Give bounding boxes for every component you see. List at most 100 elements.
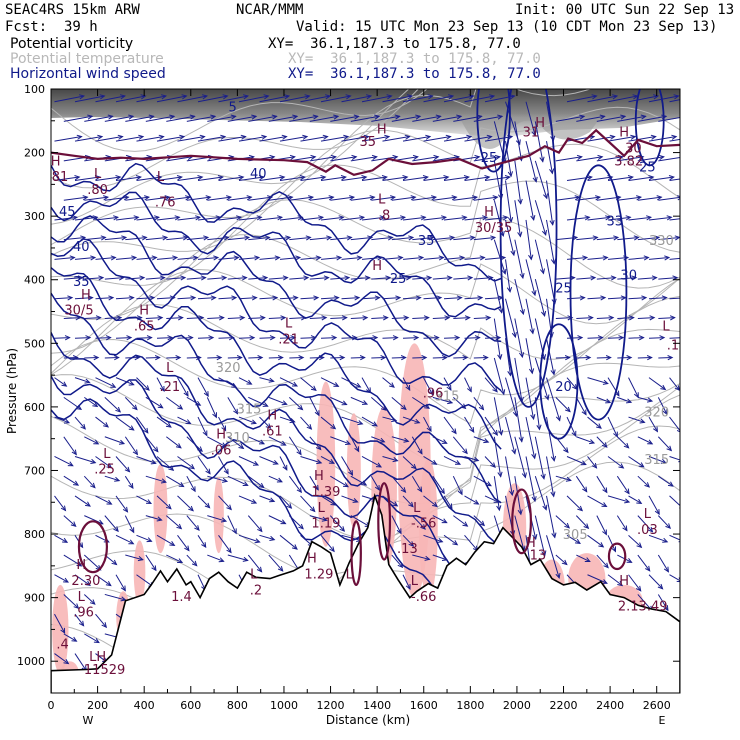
wind-vector-head (645, 565, 651, 572)
wind-vector (54, 297, 73, 300)
wind-speed-contour-loop (539, 323, 579, 440)
wind-vector-head (431, 195, 438, 201)
wind-vector-head (403, 315, 410, 321)
valid-time: Valid: 15 UTC Mon 23 Sep 13 (10 CDT Mon … (296, 19, 718, 35)
wind-vector-head (140, 94, 147, 100)
contour-label: .2 (250, 584, 262, 599)
wind-vector-head (291, 544, 298, 550)
wind-vector-head (113, 355, 120, 361)
wind-vector-head (238, 443, 245, 450)
wind-vector (166, 436, 182, 449)
wind-vector-head (228, 335, 235, 341)
wind-vector (95, 495, 112, 505)
contour-label: 20 (555, 380, 572, 395)
contour-label: 315 (237, 402, 262, 417)
wind-vector-head (92, 215, 99, 221)
wind-vector-head (497, 471, 503, 478)
contour-label: .13 (397, 542, 418, 557)
wind-speed-contour-line (51, 375, 502, 574)
wind-vector (63, 594, 79, 609)
wind-vector (628, 257, 649, 260)
wind-vector-head (679, 335, 680, 340)
wind-vector-head (71, 449, 77, 456)
wind-vector (525, 338, 533, 374)
wind-vector-head (303, 275, 310, 281)
wind-vector (596, 277, 616, 280)
wind-vector-head (123, 195, 130, 201)
wind-vector (104, 593, 126, 601)
x-tick-label: 1800 (456, 699, 484, 712)
wind-vector (63, 475, 79, 486)
wind-vector (443, 257, 465, 260)
wind-vector-head (544, 394, 550, 401)
wind-vector-head (589, 439, 596, 445)
wind-vector (525, 141, 537, 182)
wind-vector (320, 377, 339, 387)
model-title: SEAC4RS 15km ARW (5, 2, 140, 18)
wind-vector-head (326, 235, 333, 241)
wind-vector (145, 554, 157, 571)
wind-vector-head (340, 175, 347, 181)
wind-vector (637, 515, 653, 533)
wind-vector-head (246, 195, 253, 201)
wind-vector-head (151, 255, 158, 261)
wind-vector (63, 515, 76, 527)
wind-vector (423, 216, 446, 221)
wind-vector (464, 534, 479, 551)
wind-vector (423, 176, 449, 182)
wind-vector-head (280, 440, 287, 446)
wind-vector-head (417, 486, 423, 493)
wind-vector-head (103, 195, 110, 201)
wind-vector (279, 257, 301, 260)
wind-vector-head (252, 460, 260, 466)
wind-vector (371, 196, 395, 201)
wind-vector (166, 475, 184, 487)
wind-vector-head (651, 275, 658, 281)
wind-vector-head (519, 272, 525, 280)
wind-vector (566, 95, 597, 103)
wind-vector-head (479, 520, 486, 527)
wind-vector (607, 456, 624, 469)
field-name-theta: Potential temperature (10, 51, 164, 67)
wind-vector-head (351, 154, 358, 161)
wind-vector (166, 396, 183, 410)
wind-vector-head (605, 398, 612, 404)
wind-vector-head (100, 235, 107, 241)
wind-vector (648, 416, 658, 432)
wind-vector (54, 136, 82, 142)
wind-vector-head (400, 355, 407, 361)
wind-vector (493, 476, 500, 511)
x-tick-label: 1200 (317, 699, 345, 712)
wind-vector-head (587, 315, 594, 321)
wind-vector (74, 216, 98, 221)
wind-vector-head (359, 355, 366, 361)
contour-label: .61 (262, 425, 283, 440)
wind-vector-head (90, 255, 97, 261)
wind-vector-head (652, 94, 660, 100)
wind-vector (382, 377, 395, 388)
wind-vector-head (531, 453, 537, 460)
wind-vector (268, 475, 283, 483)
wind-vector-head (359, 215, 366, 221)
wind-vector (330, 396, 347, 406)
wind-vector (370, 396, 387, 411)
wind-vector (136, 456, 156, 464)
wind-vector-head (324, 94, 332, 100)
wind-vector (95, 337, 111, 339)
wind-vector-head (402, 175, 409, 181)
wind-vector-head (118, 275, 125, 281)
wind-vector (453, 115, 482, 122)
wind-vector (84, 236, 106, 241)
wind-vector-head (549, 219, 555, 226)
wind-vector (361, 297, 380, 300)
wind-vector (587, 574, 608, 584)
wind-vector (607, 216, 631, 221)
wind-vector-head (682, 115, 687, 119)
theta-contour-line (51, 143, 680, 286)
wind-vector-head (580, 460, 587, 466)
wind-vector-head (318, 355, 325, 361)
wind-vector (330, 236, 352, 241)
wind-vector-head (579, 295, 586, 301)
wind-vector-head (128, 295, 135, 301)
